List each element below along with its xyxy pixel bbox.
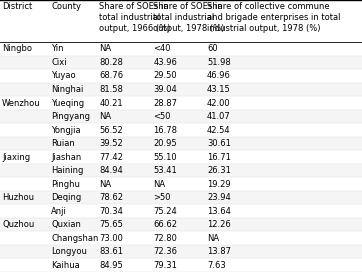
Text: 39.04: 39.04 — [153, 85, 177, 94]
Bar — [0, 204, 362, 218]
Text: 19.29: 19.29 — [207, 180, 231, 188]
Bar — [0, 245, 362, 258]
Text: 43.15: 43.15 — [207, 85, 231, 94]
Bar — [0, 218, 362, 231]
Bar — [0, 96, 362, 110]
Bar — [0, 110, 362, 123]
Text: 55.10: 55.10 — [153, 153, 177, 162]
Bar — [0, 137, 362, 150]
Text: 16.78: 16.78 — [153, 126, 177, 135]
Text: Share of collective commune
and brigade enterprises in total
industrial output, : Share of collective commune and brigade … — [207, 2, 341, 33]
Text: 78.62: 78.62 — [99, 193, 123, 202]
Bar — [0, 83, 362, 96]
Text: Quxian: Quxian — [51, 220, 81, 229]
Bar — [0, 231, 362, 245]
Text: 68.76: 68.76 — [99, 72, 123, 81]
Bar — [0, 123, 362, 137]
Text: Quzhou: Quzhou — [2, 220, 34, 229]
Text: 75.65: 75.65 — [99, 220, 123, 229]
Text: District: District — [2, 2, 33, 11]
Text: NA: NA — [207, 234, 219, 243]
Text: Yueqing: Yueqing — [51, 98, 85, 107]
Bar — [0, 56, 362, 69]
Bar — [0, 150, 362, 164]
Text: Jiaxing: Jiaxing — [2, 153, 30, 162]
Text: 40.21: 40.21 — [99, 98, 123, 107]
Text: <50: <50 — [153, 112, 171, 121]
Text: 29.50: 29.50 — [153, 72, 177, 81]
Text: Changshan: Changshan — [51, 234, 99, 243]
Bar — [0, 258, 362, 272]
Text: 66.62: 66.62 — [153, 220, 177, 229]
Text: 30.61: 30.61 — [207, 139, 231, 148]
Text: Share of SOEs in
total industrial
output, 1978 (%): Share of SOEs in total industrial output… — [153, 2, 225, 33]
Text: NA: NA — [99, 44, 111, 53]
Text: 84.94: 84.94 — [99, 166, 123, 175]
Text: 46.96: 46.96 — [207, 72, 231, 81]
Text: 12.26: 12.26 — [207, 220, 231, 229]
Text: 72.36: 72.36 — [153, 247, 177, 256]
Bar — [0, 69, 362, 83]
Bar — [0, 42, 362, 56]
Text: Yuyao: Yuyao — [51, 72, 76, 81]
Text: 43.96: 43.96 — [153, 58, 177, 67]
Bar — [0, 177, 362, 191]
Text: Pinghu: Pinghu — [51, 180, 80, 188]
Text: 41.07: 41.07 — [207, 112, 231, 121]
Text: 42.54: 42.54 — [207, 126, 231, 135]
Text: 42.00: 42.00 — [207, 98, 231, 107]
Text: Ruian: Ruian — [51, 139, 75, 148]
Text: 13.87: 13.87 — [207, 247, 231, 256]
Text: Jiashan: Jiashan — [51, 153, 82, 162]
Text: 84.95: 84.95 — [99, 261, 123, 270]
Text: 53.41: 53.41 — [153, 166, 177, 175]
Text: 79.31: 79.31 — [153, 261, 177, 270]
Text: NA: NA — [99, 112, 111, 121]
Text: NA: NA — [153, 180, 165, 188]
Text: Kaihua: Kaihua — [51, 261, 80, 270]
Text: Pingyang: Pingyang — [51, 112, 90, 121]
Text: 20.95: 20.95 — [153, 139, 177, 148]
Text: 16.71: 16.71 — [207, 153, 231, 162]
Text: Share of SOEs in
total industrial
output, 1966 (%): Share of SOEs in total industrial output… — [99, 2, 171, 33]
Text: 28.87: 28.87 — [153, 98, 177, 107]
Text: >50: >50 — [153, 193, 171, 202]
Text: Cixi: Cixi — [51, 58, 67, 67]
Text: Ningbo: Ningbo — [2, 44, 32, 53]
Text: Yin: Yin — [51, 44, 64, 53]
Text: Haining: Haining — [51, 166, 84, 175]
Text: 75.24: 75.24 — [153, 207, 177, 216]
Text: <40: <40 — [153, 44, 171, 53]
Text: 51.98: 51.98 — [207, 58, 231, 67]
Text: 60: 60 — [207, 44, 218, 53]
Text: 70.34: 70.34 — [99, 207, 123, 216]
Bar — [0, 164, 362, 177]
Text: Wenzhou: Wenzhou — [2, 98, 41, 107]
Text: Longyou: Longyou — [51, 247, 87, 256]
Text: Yongjia: Yongjia — [51, 126, 81, 135]
Text: NA: NA — [99, 180, 111, 188]
Text: 73.00: 73.00 — [99, 234, 123, 243]
Text: 13.64: 13.64 — [207, 207, 231, 216]
Text: 39.52: 39.52 — [99, 139, 123, 148]
Text: Huzhou: Huzhou — [2, 193, 34, 202]
Text: 23.94: 23.94 — [207, 193, 231, 202]
Bar — [0, 191, 362, 204]
Text: 56.52: 56.52 — [99, 126, 123, 135]
Text: Deqing: Deqing — [51, 193, 82, 202]
Text: County: County — [51, 2, 81, 11]
Text: Ninghai: Ninghai — [51, 85, 84, 94]
Text: 77.42: 77.42 — [99, 153, 123, 162]
Text: Anji: Anji — [51, 207, 67, 216]
Text: 7.63: 7.63 — [207, 261, 226, 270]
Text: 83.61: 83.61 — [99, 247, 123, 256]
Text: 80.28: 80.28 — [99, 58, 123, 67]
Text: 81.58: 81.58 — [99, 85, 123, 94]
Text: 72.80: 72.80 — [153, 234, 177, 243]
Text: 26.31: 26.31 — [207, 166, 231, 175]
